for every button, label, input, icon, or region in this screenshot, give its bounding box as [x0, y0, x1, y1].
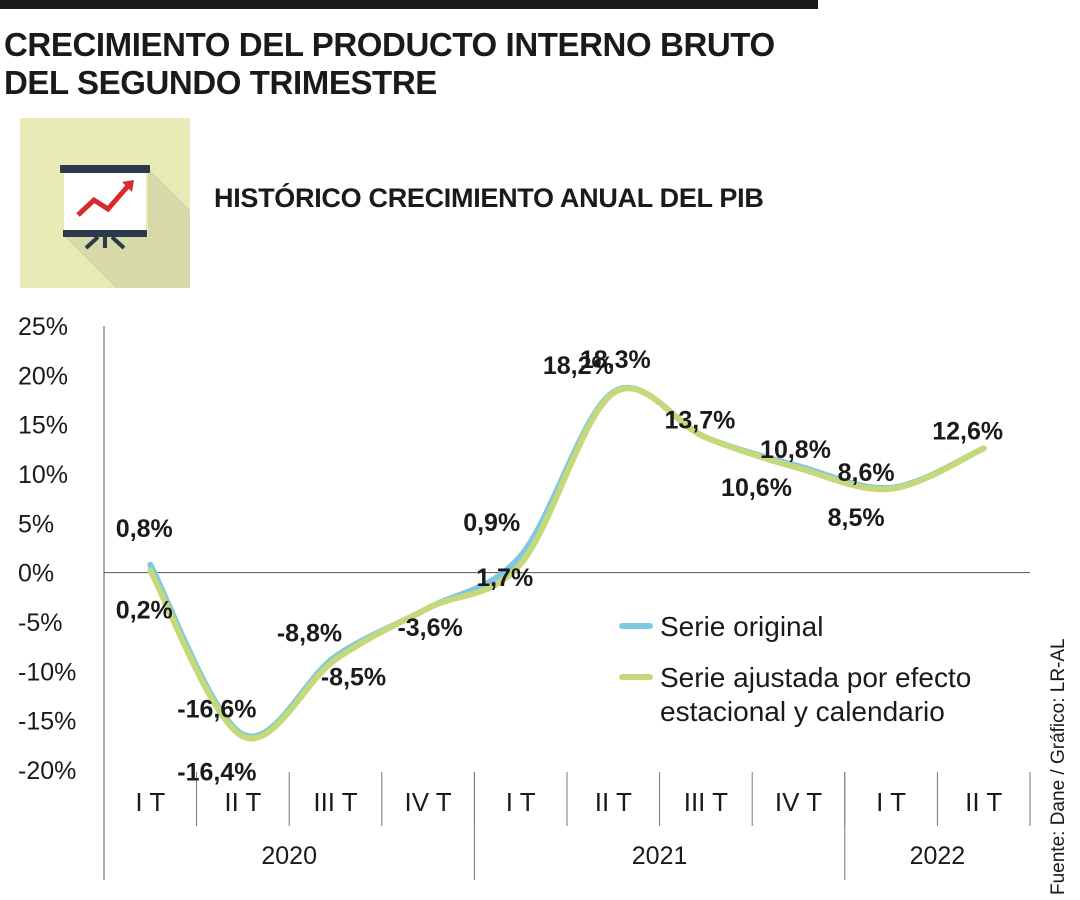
x-tick-label: II T [595, 787, 632, 817]
data-label: -16,6% [177, 695, 256, 723]
year-label: 2020 [261, 842, 317, 870]
data-label: -8,5% [321, 664, 386, 692]
y-tick-label: 5% [18, 510, 54, 538]
data-label: 10,8% [760, 436, 831, 464]
x-tick-label: IV T [775, 787, 822, 817]
chart-subtitle: HISTÓRICO CRECIMIENTO ANUAL DEL PIB [214, 183, 764, 213]
x-tick-label: II T [224, 787, 261, 817]
data-label: 18,2% [543, 352, 614, 380]
x-tick-label: I T [506, 787, 536, 817]
legend-label-adjusted: Serie ajustada por efecto estacional y ca… [660, 662, 971, 727]
x-tick-label: I T [876, 787, 906, 817]
y-tick-label: 0% [18, 560, 54, 588]
y-tick-label: -20% [18, 757, 76, 785]
data-label: 0,8% [116, 515, 173, 543]
data-label: -16,4% [177, 758, 256, 786]
year-label: 2021 [632, 842, 688, 870]
legend-label-original: Serie original [660, 611, 823, 642]
data-label: -3,6% [397, 614, 462, 642]
data-label: 13,7% [664, 406, 735, 434]
y-tick-label: -5% [18, 609, 62, 637]
data-label: 0,9% [463, 509, 520, 537]
presentation-chart-icon [20, 118, 190, 288]
y-tick-label: 20% [18, 362, 68, 390]
title-line-1: CRECIMIENTO DEL PRODUCTO INTERNO BRUTO [4, 26, 775, 63]
x-tick-label: II T [965, 787, 1002, 817]
top-rule [0, 0, 818, 9]
data-label: 8,6% [838, 459, 895, 487]
x-tick-label: IV T [404, 787, 451, 817]
data-label: 10,6% [721, 474, 792, 502]
year-label: 2022 [910, 842, 966, 870]
source-credit: Fuente: Dane / Gráfico: LR-AL [1048, 638, 1069, 895]
data-label: 18,3% [580, 346, 651, 374]
data-label: -8,8% [277, 619, 342, 647]
y-tick-label: -10% [18, 658, 76, 686]
data-label: 8,5% [828, 504, 885, 532]
title-line-2: DEL SEGUNDO TRIMESTRE [4, 64, 437, 101]
y-tick-label: -15% [18, 708, 76, 736]
data-label: 12,6% [932, 417, 1003, 445]
data-label: 0,2% [116, 597, 173, 625]
y-tick-label: 15% [18, 412, 68, 440]
y-tick-label: 25% [18, 313, 68, 341]
y-tick-label: 10% [18, 461, 68, 489]
x-tick-label: I T [135, 787, 165, 817]
x-tick-label: III T [684, 787, 728, 817]
series-line-adjusted [147, 385, 987, 742]
page-title: CRECIMIENTO DEL PRODUCTO INTERNO BRUTO D… [4, 26, 775, 102]
data-label: 1,7% [476, 564, 533, 592]
x-tick-label: III T [313, 787, 357, 817]
